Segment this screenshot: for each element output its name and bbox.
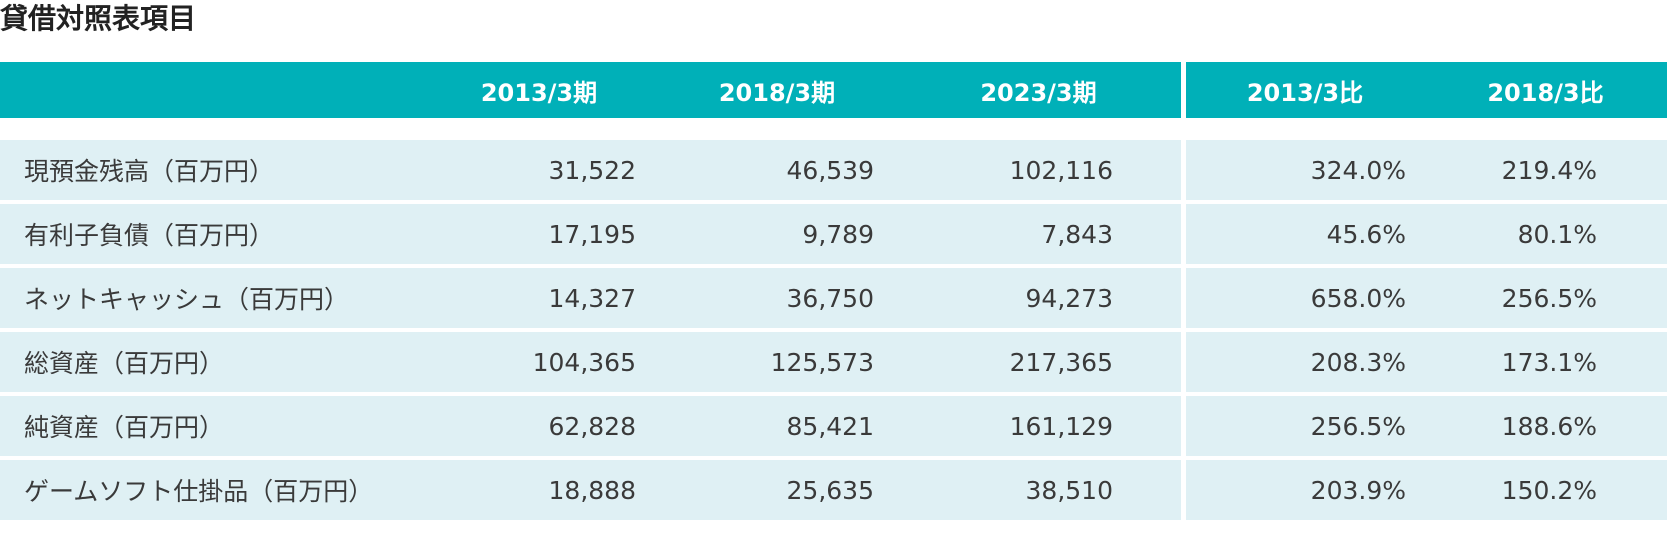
ratio-2018: 80.1% xyxy=(1424,204,1667,264)
value-2013: 104,365 xyxy=(420,332,658,392)
table-row: 現預金残高（百万円） 31,522 46,539 102,116 324.0% … xyxy=(0,140,1667,200)
header-cell-ratio-2018: 2018/3比 xyxy=(1487,78,1604,107)
table-body: 現預金残高（百万円） 31,522 46,539 102,116 324.0% … xyxy=(0,140,1667,524)
row-label: ネットキャッシュ（百万円） xyxy=(0,268,420,328)
ratio-2018: 150.2% xyxy=(1424,460,1667,520)
header-cell-2023: 2023/3期 xyxy=(896,62,1186,118)
value-2018: 36,750 xyxy=(658,268,896,328)
value-2013: 17,195 xyxy=(420,204,658,264)
table-row: 純資産（百万円） 62,828 85,421 161,129 256.5% 18… xyxy=(0,396,1667,456)
ratio-2013: 45.6% xyxy=(1186,204,1424,264)
row-label: 有利子負債（百万円） xyxy=(0,204,420,264)
table-header: 2013/3期 2018/3期 2023/3期 2013/3比 2018/3比 xyxy=(0,62,1667,118)
ratio-2013: 208.3% xyxy=(1186,332,1424,392)
value-2013: 62,828 xyxy=(420,396,658,456)
ratio-2018: 188.6% xyxy=(1424,396,1667,456)
value-2018: 25,635 xyxy=(658,460,896,520)
header-cell-label xyxy=(0,62,420,118)
ratio-2013: 203.9% xyxy=(1186,460,1424,520)
value-2018: 9,789 xyxy=(658,204,896,264)
value-2023: 38,510 xyxy=(896,460,1186,520)
value-2013: 31,522 xyxy=(420,140,658,200)
value-2023: 7,843 xyxy=(896,204,1186,264)
value-2013: 14,327 xyxy=(420,268,658,328)
value-2023: 217,365 xyxy=(896,332,1186,392)
row-label: 総資産（百万円） xyxy=(0,332,420,392)
table-row: 総資産（百万円） 104,365 125,573 217,365 208.3% … xyxy=(0,332,1667,392)
value-2013: 18,888 xyxy=(420,460,658,520)
value-2018: 85,421 xyxy=(658,396,896,456)
page-title: 貸借対照表項目 xyxy=(0,2,197,35)
value-2023: 102,116 xyxy=(896,140,1186,200)
table-row: ゲームソフト仕掛品（百万円） 18,888 25,635 38,510 203.… xyxy=(0,460,1667,520)
header-cell-2018: 2018/3期 xyxy=(718,78,836,107)
value-2018: 46,539 xyxy=(658,140,896,200)
table-row: ネットキャッシュ（百万円） 14,327 36,750 94,273 658.0… xyxy=(0,268,1667,328)
ratio-2013: 324.0% xyxy=(1186,140,1424,200)
value-2023: 94,273 xyxy=(896,268,1186,328)
table-row: 有利子負債（百万円） 17,195 9,789 7,843 45.6% 80.1… xyxy=(0,204,1667,264)
value-2018: 125,573 xyxy=(658,332,896,392)
row-label: 現預金残高（百万円） xyxy=(0,140,420,200)
header-cell-ratio-2013: 2013/3比 xyxy=(1246,78,1364,107)
ratio-2018: 219.4% xyxy=(1424,140,1667,200)
ratio-2013: 658.0% xyxy=(1186,268,1424,328)
header-cell-2013: 2013/3期 xyxy=(480,78,598,107)
value-2023: 161,129 xyxy=(896,396,1186,456)
row-label: 純資産（百万円） xyxy=(0,396,420,456)
ratio-2013: 256.5% xyxy=(1186,396,1424,456)
row-label: ゲームソフト仕掛品（百万円） xyxy=(0,460,420,520)
ratio-2018: 256.5% xyxy=(1424,268,1667,328)
ratio-2018: 173.1% xyxy=(1424,332,1667,392)
